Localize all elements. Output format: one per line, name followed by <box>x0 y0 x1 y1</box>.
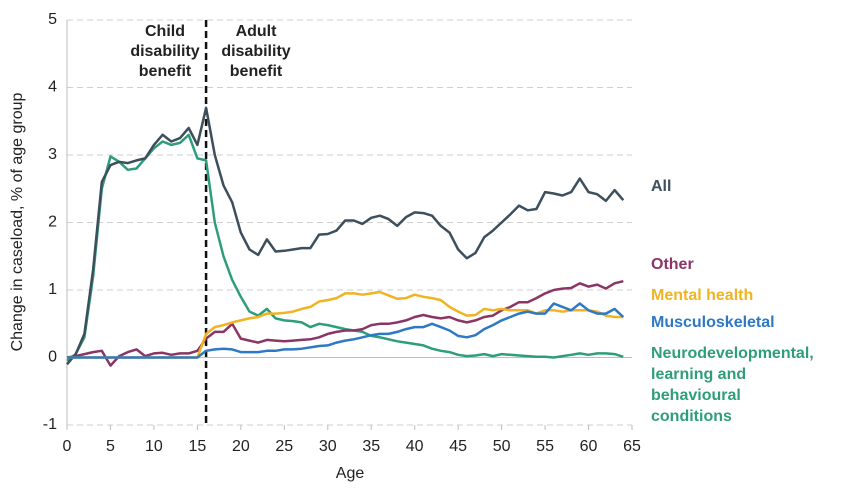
y-tick-label: 4 <box>48 79 57 96</box>
series-line <box>66 106 625 366</box>
x-tick-label: 10 <box>145 438 163 455</box>
y-axis-title: Change in caseload, % of age group <box>9 92 26 351</box>
series-line <box>66 133 624 362</box>
y-tick-label: 5 <box>48 11 57 28</box>
x-axis-title: Age <box>336 465 365 482</box>
legend-label: All <box>651 178 671 195</box>
x-tick-label: 45 <box>449 438 467 455</box>
y-tick-label: 0 <box>48 349 57 366</box>
series-line <box>66 279 624 367</box>
legend-label: Mental health <box>651 287 753 304</box>
legend-label: Neurodevelopmental, learning and behaviour… <box>651 345 814 425</box>
x-tick-label: 55 <box>536 438 554 455</box>
annotation: Child disability benefit <box>130 23 199 80</box>
x-tick-label: 20 <box>232 438 250 455</box>
x-tick-label: 15 <box>188 438 206 455</box>
y-tick-label: 3 <box>48 146 57 163</box>
x-tick-label: 35 <box>362 438 380 455</box>
x-tick-label: 65 <box>623 438 641 455</box>
legend-label: Other <box>651 256 694 273</box>
legend-label: Musculoskeletal <box>651 314 775 331</box>
y-tick-label: -1 <box>43 416 57 433</box>
x-tick-label: 50 <box>493 438 511 455</box>
annotation: Adult disability benefit <box>221 23 290 80</box>
x-tick-label: 25 <box>275 438 293 455</box>
series-line <box>67 290 624 359</box>
x-tick-label: 0 <box>63 438 72 455</box>
series-line <box>67 302 625 359</box>
y-tick-label: 2 <box>48 214 57 231</box>
x-tick-label: 30 <box>319 438 337 455</box>
x-tick-label: 40 <box>406 438 424 455</box>
x-tick-label: 60 <box>580 438 598 455</box>
x-tick-label: 5 <box>106 438 115 455</box>
y-tick-label: 1 <box>48 281 57 298</box>
